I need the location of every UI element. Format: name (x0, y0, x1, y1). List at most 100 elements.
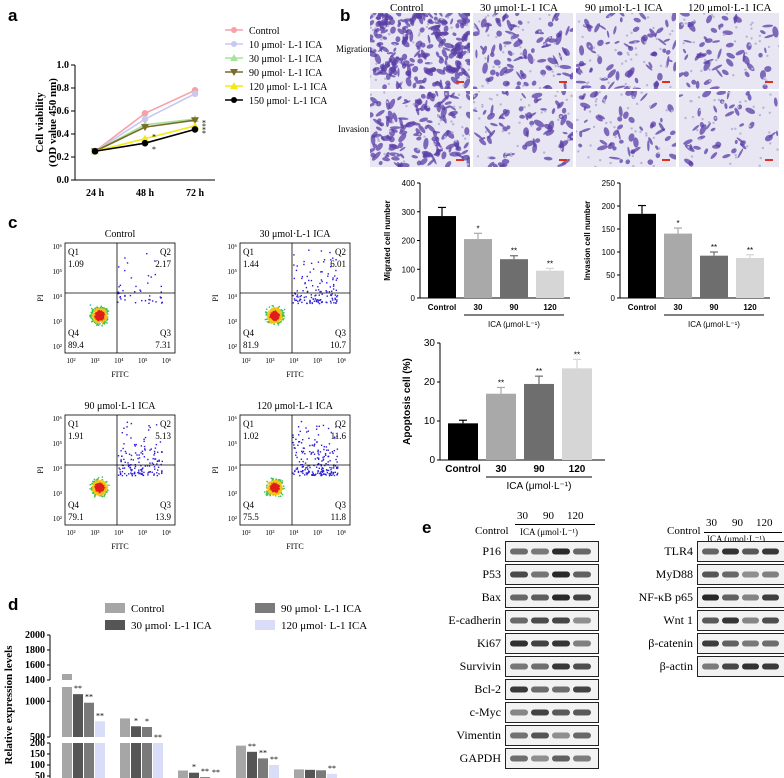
pore-dot (624, 59, 628, 63)
cell-stain (619, 159, 623, 164)
flow-event (99, 318, 101, 320)
flow-event (278, 321, 280, 324)
pore-dot (532, 58, 536, 62)
flow-q1-name: Q1 (243, 419, 254, 429)
pore-dot (557, 65, 560, 68)
flow-event (331, 467, 333, 469)
flow-event (270, 477, 272, 479)
flow-event (158, 459, 160, 461)
flow-event (332, 277, 334, 279)
flow-event (103, 313, 105, 316)
cell-stain (605, 41, 611, 45)
flow-event (321, 467, 323, 469)
cell-stain (446, 129, 455, 139)
pore-dot (486, 14, 490, 17)
flow-event (319, 291, 321, 293)
cell-stain (684, 144, 695, 152)
flow-event (297, 300, 299, 302)
cell-stain (589, 67, 593, 73)
flow-event (140, 469, 142, 471)
pore-dot (763, 77, 766, 81)
bar-ytick-label: 250 (602, 179, 616, 188)
cell-stain (561, 107, 567, 114)
cell-stain (438, 55, 443, 60)
flow-event (312, 298, 314, 300)
pore-dot (684, 22, 688, 25)
flow-event (280, 485, 282, 488)
flow-event (106, 480, 108, 483)
flow-event (123, 427, 125, 429)
flow-event (92, 492, 95, 494)
pore-dot (377, 139, 381, 143)
flow-event (95, 319, 97, 322)
bar-category: Control (428, 303, 456, 312)
a-legend-marker (231, 41, 237, 47)
pore-dot (559, 147, 563, 151)
flow-event (149, 426, 151, 429)
cell-stain (670, 130, 676, 136)
flow-event (143, 445, 146, 448)
flow-event (280, 492, 282, 494)
flow-event (294, 293, 296, 295)
cell-stain (487, 112, 495, 120)
pore-dot (542, 151, 546, 154)
pore-dot (384, 77, 387, 80)
flow-q4-name: Q4 (68, 500, 79, 510)
flow-event (276, 492, 278, 495)
cell-stain (395, 82, 399, 89)
cell-stain (399, 19, 409, 23)
pore-dot (598, 91, 601, 94)
flow-event (317, 300, 319, 302)
flow-event (122, 289, 124, 292)
flow-event (270, 483, 272, 486)
cell-stain (412, 82, 417, 89)
flow-event (306, 290, 309, 293)
flow-event (323, 473, 325, 475)
cell-stain (772, 26, 779, 38)
flow-event (91, 320, 93, 323)
pore-dot (388, 129, 392, 133)
flow-event (138, 469, 140, 471)
flow-event (313, 443, 316, 445)
pore-dot (473, 26, 476, 29)
flow-event (332, 288, 335, 290)
flow-xtick: 10⁶ (337, 529, 347, 537)
flow-event (330, 290, 333, 292)
flow-event (336, 466, 339, 468)
flow-q2-name: Q2 (160, 247, 171, 257)
cell-stain (673, 62, 676, 72)
flow-event (329, 300, 332, 303)
pore-dot (739, 132, 742, 135)
flow-event (152, 463, 155, 465)
flow-event (100, 316, 103, 318)
micrograph-tile (679, 91, 779, 167)
flow-event (317, 450, 319, 453)
flow-event (144, 449, 146, 451)
pore-dot (652, 136, 656, 139)
flow-event (333, 302, 335, 304)
cell-stain (694, 52, 702, 61)
pore-dot (713, 98, 716, 102)
a-legend-label: Control (249, 26, 280, 37)
flow-event (134, 465, 137, 468)
cell-stain (442, 114, 447, 124)
flow-xlabel: FITC (286, 542, 303, 551)
flow-event (91, 311, 94, 313)
cell-stain (373, 67, 377, 76)
flow-event (154, 468, 156, 470)
flow-event (106, 488, 109, 491)
cell-stain (543, 156, 553, 161)
flow-q1-name: Q1 (68, 247, 79, 257)
cell-stain (435, 91, 439, 97)
flow-event (328, 473, 331, 475)
flow-event (280, 320, 282, 323)
flow-event (103, 495, 105, 498)
pore-dot (557, 118, 560, 122)
bar-sig: ** (574, 350, 580, 359)
flow-event (276, 322, 279, 325)
pore-dot (467, 68, 470, 71)
flow-event (137, 457, 139, 460)
cell-stain (530, 48, 535, 54)
pore-dot (698, 108, 702, 112)
